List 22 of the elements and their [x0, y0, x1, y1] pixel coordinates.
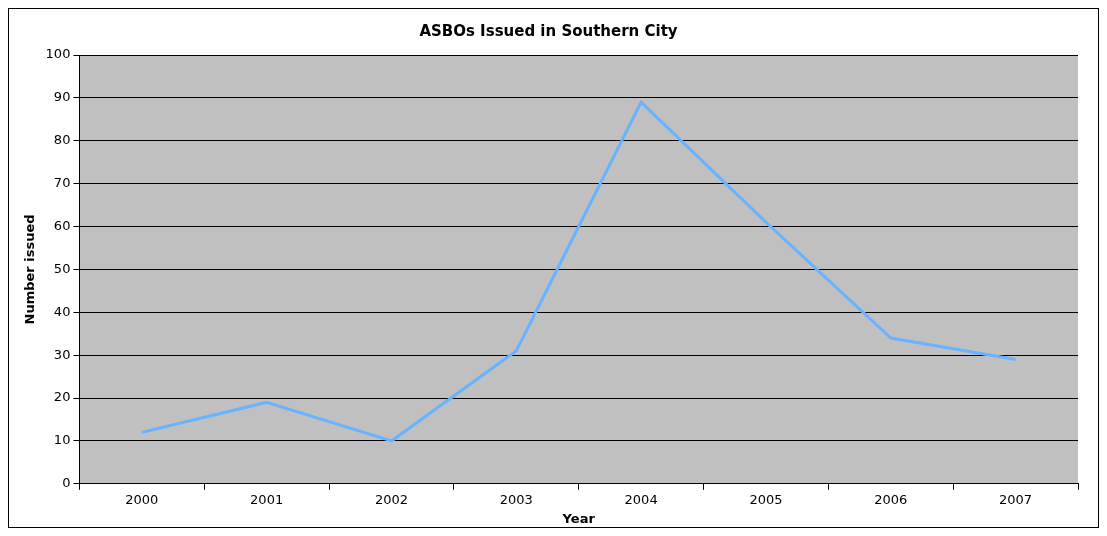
y-tick-label: 100	[45, 46, 71, 62]
chart-title: ASBOs Issued in Southern City	[419, 21, 678, 40]
y-tick-label: 40	[53, 303, 71, 319]
y-tick-label: 20	[53, 389, 71, 405]
y-tick-label: 0	[62, 475, 71, 491]
y-tick-label: 70	[53, 175, 71, 191]
x-tick-label: 2006	[874, 491, 908, 507]
y-tick-label: 50	[53, 260, 71, 276]
y-axis-title: Number issued	[22, 214, 38, 325]
x-tick-label: 2004	[624, 491, 658, 507]
x-tick-label: 2003	[499, 491, 533, 507]
y-tick-label: 60	[53, 217, 71, 233]
x-tick-label: 2001	[250, 491, 284, 507]
y-tick-label: 80	[53, 132, 71, 148]
x-tick-label: 2007	[999, 491, 1033, 507]
y-tick-label: 30	[53, 346, 71, 362]
x-axis-title: Year	[561, 510, 596, 526]
x-tick-label: 2002	[374, 491, 409, 507]
y-tick-label: 10	[53, 432, 71, 448]
x-tick-label: 2000	[125, 491, 159, 507]
x-tick-label: 2005	[749, 491, 783, 507]
y-tick-label: 90	[53, 89, 71, 105]
